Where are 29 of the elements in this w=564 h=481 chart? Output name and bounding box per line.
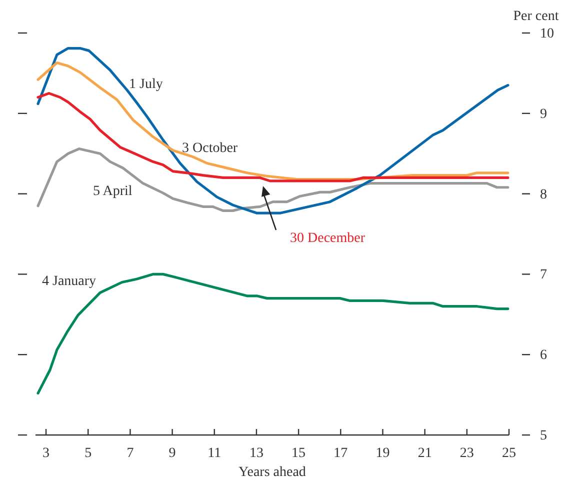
x-tick-label: 17 (334, 446, 348, 461)
series-label: 3 October (182, 141, 238, 156)
x-tick-label: 25 (502, 446, 516, 461)
x-tick-label: 21 (418, 446, 432, 461)
x-tick-label: 7 (126, 446, 134, 461)
x-tick-label: 15 (292, 446, 306, 461)
y-tick-label: 5 (540, 428, 547, 444)
x-tick-label: 5 (84, 446, 92, 461)
text: 30 December (290, 231, 366, 246)
y-tick-label: 10 (540, 26, 554, 42)
line-series (36, 272, 510, 394)
series-label: 5 April (93, 184, 132, 199)
line-series (36, 92, 510, 182)
line-series (36, 46, 510, 214)
series-label: 4 January (42, 274, 96, 289)
x-tick-label: 11 (208, 446, 222, 461)
x-tick-label: 19 (376, 446, 390, 461)
series-label: 1 July (129, 77, 163, 92)
x-axis-title: Years ahead (238, 465, 306, 480)
x-tick-label: 3 (42, 446, 50, 461)
x-tick-label: 13 (249, 446, 264, 461)
y-tick-label: 7 (540, 268, 547, 283)
y-tick-label: 6 (540, 348, 547, 364)
y-axis-title: Per cent (513, 9, 559, 24)
x-tick-label: 23 (460, 446, 474, 461)
y-tick-label: 9 (540, 106, 547, 122)
x-tick-label: 9 (168, 446, 176, 461)
y-tick-label: 8 (540, 187, 547, 202)
line-series (36, 61, 510, 181)
